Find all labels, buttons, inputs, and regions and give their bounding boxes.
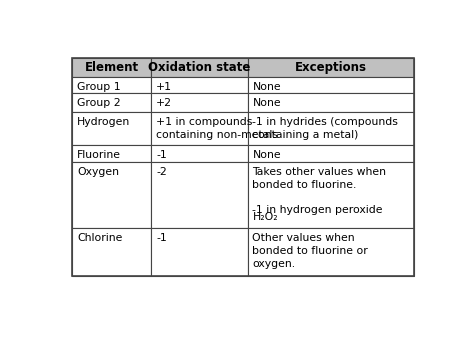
- Bar: [72, 93, 151, 112]
- Text: -1 in hydrides (compounds
containing a metal): -1 in hydrides (compounds containing a m…: [253, 117, 398, 140]
- Bar: [72, 162, 151, 228]
- Bar: [248, 112, 414, 146]
- Bar: [72, 146, 151, 162]
- Text: Fluorine: Fluorine: [77, 151, 121, 160]
- Text: +2: +2: [156, 98, 172, 108]
- Text: Oxidation state: Oxidation state: [148, 61, 251, 73]
- Text: Group 1: Group 1: [77, 82, 120, 92]
- Text: H₂O₂: H₂O₂: [253, 212, 278, 222]
- Bar: [72, 58, 151, 77]
- Bar: [151, 58, 248, 77]
- Bar: [151, 77, 248, 93]
- Bar: [151, 93, 248, 112]
- Text: Hydrogen: Hydrogen: [77, 117, 130, 127]
- Bar: [72, 112, 151, 146]
- Text: Element: Element: [85, 61, 139, 73]
- Text: Other values when
bonded to fluorine or
oxygen.: Other values when bonded to fluorine or …: [253, 233, 368, 269]
- Bar: [151, 112, 248, 146]
- Bar: [248, 162, 414, 228]
- Text: None: None: [253, 151, 281, 160]
- Text: Takes other values when
bonded to fluorine.

-1 in hydrogen peroxide: Takes other values when bonded to fluori…: [253, 167, 386, 215]
- Bar: [248, 58, 414, 77]
- Text: Exceptions: Exceptions: [295, 61, 367, 73]
- Text: Oxygen: Oxygen: [77, 167, 119, 177]
- Text: -2: -2: [156, 167, 167, 177]
- Bar: [72, 58, 414, 276]
- Text: +1 in compounds
containing non-metals: +1 in compounds containing non-metals: [156, 117, 278, 140]
- Bar: [151, 228, 248, 276]
- Bar: [151, 162, 248, 228]
- Text: Group 2: Group 2: [77, 98, 120, 108]
- Text: None: None: [253, 82, 281, 92]
- Text: -1: -1: [156, 151, 167, 160]
- Bar: [72, 228, 151, 276]
- Bar: [248, 228, 414, 276]
- Bar: [248, 77, 414, 93]
- Text: None: None: [253, 98, 281, 108]
- Text: Chlorine: Chlorine: [77, 233, 122, 243]
- Bar: [248, 146, 414, 162]
- Bar: [72, 77, 151, 93]
- Text: -1: -1: [156, 233, 167, 243]
- Text: +1: +1: [156, 82, 172, 92]
- Bar: [151, 146, 248, 162]
- Bar: [248, 93, 414, 112]
